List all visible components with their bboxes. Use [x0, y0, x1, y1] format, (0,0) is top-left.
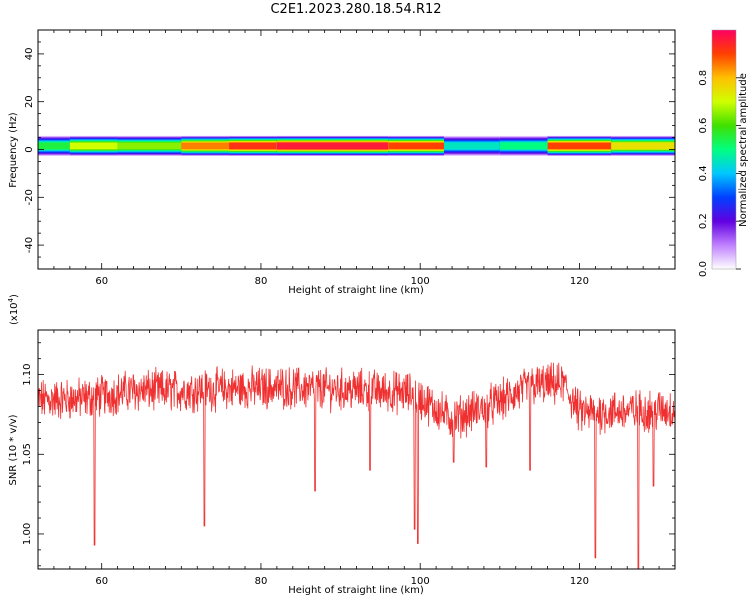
spectrogram-panel: 60 80 100 120 40 20 0 -20 -40 Height of straigh…	[8, 29, 676, 296]
snr-multiplier-base: (x10	[9, 302, 20, 325]
colorbar-tick-label: 0.8	[698, 70, 709, 86]
spectrogram-cell	[229, 142, 278, 150]
spectrogram-cell	[388, 142, 445, 150]
snr-y-tick-label: 1.00	[22, 523, 33, 545]
svg-text:(x104): (x104)	[7, 294, 20, 325]
spectrogram-cell	[499, 142, 549, 150]
spectrogram-cell	[611, 142, 675, 150]
spectrogram-cell	[547, 142, 612, 150]
spectrogram-x-tick-label: 100	[411, 276, 430, 287]
colorbar-ticks: 0.0 0.2 0.4 0.6 0.8	[698, 70, 741, 277]
snr-panel: 60 80 100 120 1.10 1.05 1.00 Height of straig…	[7, 294, 676, 596]
spectrogram-cell	[276, 142, 389, 150]
spectrogram-cell	[69, 142, 119, 150]
colorbar-label: Normalized spectral amplitude	[738, 73, 749, 227]
snr-x-label: Height of straight line (km)	[288, 585, 424, 596]
snr-plot-area	[38, 330, 675, 569]
spectrogram-x-tick-label: 120	[570, 276, 589, 287]
spectrogram-cell	[181, 142, 230, 150]
spectrogram-cell	[38, 142, 71, 150]
snr-series-line	[38, 362, 675, 569]
spectrogram-y-tick-label: -20	[24, 189, 35, 205]
spectrogram-x-ticks: 60 80 100 120	[37, 30, 676, 287]
snr-y-label: SNR (10 * v/v)	[8, 414, 19, 485]
spectrogram-x-tick-label: 60	[95, 276, 108, 287]
spectrogram-y-tick-label: 40	[24, 48, 35, 61]
snr-y-tick-label: 1.10	[22, 363, 33, 385]
snr-x-tick-label: 120	[570, 576, 589, 587]
colorbar: 0.0 0.2 0.4 0.6 0.8 Normalized spectral ampl…	[698, 29, 749, 277]
snr-x-tick-label: 80	[255, 576, 268, 587]
snr-x-tick-label: 100	[411, 576, 430, 587]
spectrogram-band	[38, 135, 675, 156]
spectrogram-y-ticks: 40 20 0 -20 -40	[24, 29, 675, 270]
snr-y-ticks: 1.10 1.05 1.00	[22, 342, 675, 567]
chart-title: C2E1.2023.280.18.54.R12	[270, 2, 442, 17]
spectrogram-x-tick-label: 80	[255, 276, 268, 287]
spectrogram-cell	[444, 142, 501, 150]
spectrogram-y-tick-label: -40	[24, 237, 35, 253]
snr-x-ticks: 60 80 100 120	[37, 330, 676, 587]
snr-multiplier-exp: 4	[7, 297, 15, 302]
spectrogram-y-label: Frequency (Hz)	[8, 112, 19, 188]
spectrogram-x-label: Height of straight line (km)	[288, 285, 424, 296]
snr-multiplier-close: )	[9, 294, 20, 298]
snr-y-tick-label: 1.05	[22, 443, 33, 465]
colorbar-frame	[711, 29, 737, 270]
colorbar-ramp	[712, 30, 736, 269]
colorbar-tick-label: 0.2	[698, 213, 709, 229]
snr-x-tick-label: 60	[95, 576, 108, 587]
spectrogram-y-tick-label: 20	[24, 95, 35, 108]
spectrogram-cell	[117, 142, 182, 150]
snr-y-multiplier: (x104)	[7, 294, 20, 325]
colorbar-tick-label: 0.6	[698, 118, 709, 134]
colorbar-tick-label: 0.4	[698, 165, 709, 181]
colorbar-tick-label: 0.0	[698, 261, 709, 277]
spectrogram-y-tick-label: 0	[24, 146, 35, 152]
